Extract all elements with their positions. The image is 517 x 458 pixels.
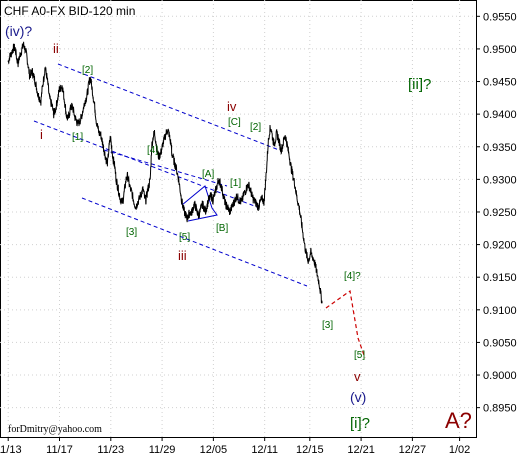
y-tick-label: 0.9350 xyxy=(483,142,517,154)
wave-label: [C] xyxy=(228,117,241,128)
wave-label: ii xyxy=(53,41,59,56)
y-tick-label: 0.9500 xyxy=(483,44,517,56)
y-tick-label: 0.8950 xyxy=(483,403,517,415)
y-tick-label: 0.9250 xyxy=(483,207,517,219)
wave-label: [2] xyxy=(82,65,93,76)
y-axis: 0.8950 0.9000 0.9050 0.9100 0.9150 0.9200 0.92… xyxy=(476,11,517,415)
y-tick-label: 0.9450 xyxy=(483,77,517,89)
wave-label: A? xyxy=(445,408,472,433)
y-tick-label: 0.9100 xyxy=(483,305,517,317)
wave-label: [4]? xyxy=(344,271,361,282)
y-tick-label: 0.9050 xyxy=(483,337,517,349)
wave-label: [3] xyxy=(126,227,137,238)
wave-label: [B] xyxy=(216,223,228,234)
x-axis: 11/13 11/17 11/23 11/29 12/05 12/11 12/15 12/21… xyxy=(0,437,470,456)
y-tick-label: 0.9150 xyxy=(483,272,517,284)
abc-structure xyxy=(181,185,218,222)
footer-email: forDmitry@yahoo.com xyxy=(8,424,102,435)
x-tick-label: 12/21 xyxy=(347,444,375,456)
price-series xyxy=(7,41,323,304)
gridlines xyxy=(0,0,476,437)
y-tick-label: 0.9000 xyxy=(483,370,517,382)
y-tick-label: 0.9550 xyxy=(483,11,517,23)
x-tick-label: 11/17 xyxy=(46,444,73,456)
trend-channels xyxy=(33,63,308,287)
chart-title: CHF A0-FX BID-120 min xyxy=(4,4,135,18)
wave-labels: (iv)? ii [2] i [1] [4] [3] [A] [1] [5] [B] iii iv [C]… xyxy=(5,23,472,433)
y-tick-label: 0.9300 xyxy=(483,174,517,186)
x-tick-label: 11/13 xyxy=(0,444,22,456)
x-tick-label: 12/27 xyxy=(399,444,427,456)
wave-label: [1] xyxy=(230,178,241,189)
forecast-line xyxy=(325,289,366,359)
wave-label: (iv)? xyxy=(5,23,32,39)
wave-label: [3] xyxy=(322,320,333,331)
x-tick-label: 12/15 xyxy=(296,444,324,456)
wave-label: [4] xyxy=(147,145,158,156)
wave-label: [2] xyxy=(250,122,261,133)
wave-label: i xyxy=(40,127,43,142)
x-tick-label: 12/05 xyxy=(200,444,228,456)
wave-label: iii xyxy=(178,248,187,263)
wave-label: [ii]? xyxy=(408,76,431,93)
wave-label: v xyxy=(354,369,361,384)
wave-label: (v) xyxy=(350,389,366,405)
x-tick-label: 11/23 xyxy=(97,444,124,456)
channel-line xyxy=(33,120,258,208)
wave-label: [5] xyxy=(354,350,365,361)
forecast-path xyxy=(325,289,366,359)
x-tick-label: 11/29 xyxy=(149,444,176,456)
wave-label: [1] xyxy=(72,132,83,143)
channel-line xyxy=(103,149,228,187)
channel-line xyxy=(57,63,280,151)
channel-line xyxy=(81,197,308,287)
x-tick-label: 1/02 xyxy=(449,444,470,456)
x-tick-label: 12/11 xyxy=(251,444,278,456)
y-tick-label: 0.9200 xyxy=(483,240,517,252)
wave-label: [5] xyxy=(179,232,190,243)
y-tick-label: 0.9400 xyxy=(483,109,517,121)
price-line xyxy=(7,41,323,304)
wave-label: iv xyxy=(227,99,237,114)
wave-label: [i]? xyxy=(350,415,370,432)
wave-label: [A] xyxy=(202,169,214,180)
plot-frame xyxy=(0,0,477,438)
